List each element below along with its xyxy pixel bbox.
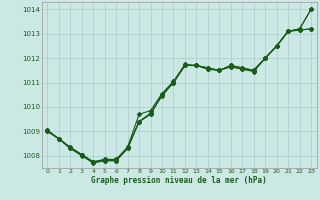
X-axis label: Graphe pression niveau de la mer (hPa): Graphe pression niveau de la mer (hPa)	[91, 176, 267, 185]
